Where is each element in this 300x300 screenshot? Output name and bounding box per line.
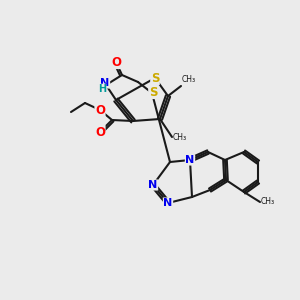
Text: O: O [111, 56, 121, 68]
Text: N: N [185, 155, 195, 165]
Text: O: O [95, 125, 105, 139]
Text: CH₃: CH₃ [173, 133, 187, 142]
Text: CH₃: CH₃ [261, 197, 275, 206]
Text: N: N [164, 198, 172, 208]
Text: S: S [151, 71, 159, 85]
Text: O: O [95, 103, 105, 116]
Text: N: N [100, 78, 109, 88]
Text: H: H [98, 84, 106, 94]
Text: N: N [148, 180, 158, 190]
Text: S: S [149, 85, 157, 98]
Text: CH₃: CH₃ [182, 75, 196, 84]
